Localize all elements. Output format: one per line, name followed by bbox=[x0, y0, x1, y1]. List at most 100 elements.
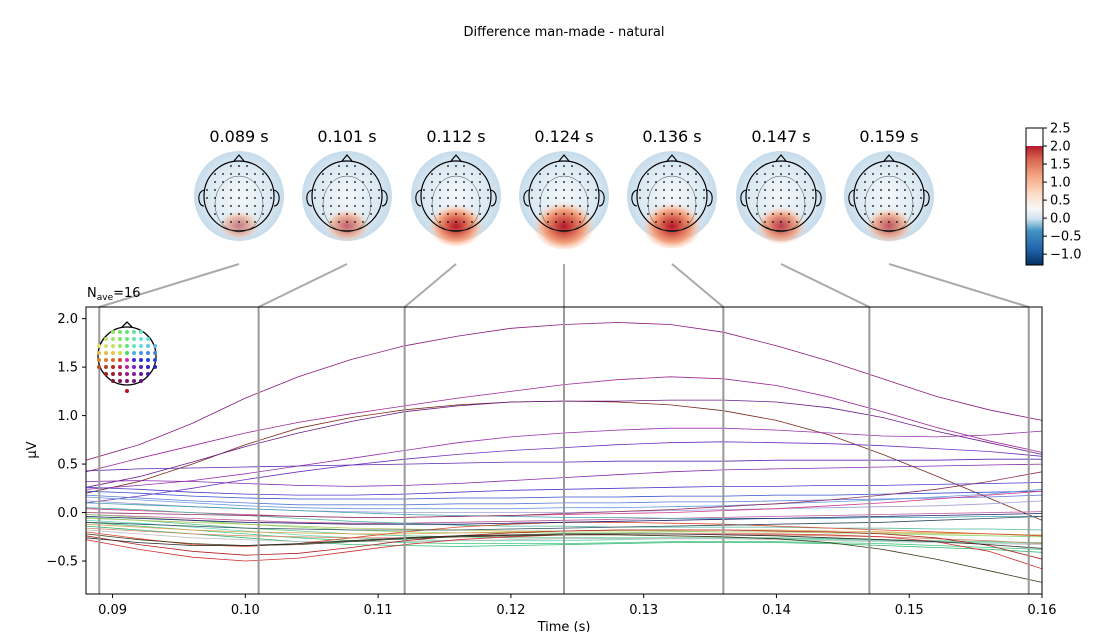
sensor-dot bbox=[679, 221, 681, 223]
sensor-dot bbox=[663, 213, 665, 215]
sensor-dot bbox=[788, 173, 790, 175]
sensor-dot bbox=[222, 189, 224, 191]
sensor-dot bbox=[330, 181, 332, 183]
sensor-dot bbox=[455, 221, 457, 223]
sensor-dot bbox=[896, 205, 898, 207]
sensor-dot bbox=[555, 213, 557, 215]
legend-sensor-dot bbox=[111, 365, 115, 369]
sensor-dot bbox=[254, 213, 256, 215]
sensor-dot bbox=[595, 189, 597, 191]
sensor-dot bbox=[463, 205, 465, 207]
legend-sensor-dot bbox=[146, 344, 150, 348]
sensor-dot bbox=[222, 181, 224, 183]
sensor-dot bbox=[780, 221, 782, 223]
sensor-dot bbox=[880, 213, 882, 215]
sensor-dot bbox=[214, 205, 216, 207]
sensor-dot bbox=[455, 213, 457, 215]
head-outline bbox=[203, 160, 275, 232]
sensor-dot bbox=[563, 181, 565, 183]
sensor-dot bbox=[888, 165, 890, 167]
x-axis: 0.09 0.10 0.11 0.12 0.13 0.14 0.15 0.16 bbox=[98, 594, 1056, 618]
sensor-dot bbox=[912, 197, 914, 199]
sensor-dot bbox=[655, 197, 657, 199]
sensor-dot bbox=[788, 213, 790, 215]
sensor-dot bbox=[896, 173, 898, 175]
connector-line bbox=[780, 263, 870, 308]
sensor-dot bbox=[695, 181, 697, 183]
sensor-dot bbox=[888, 221, 890, 223]
sensor-dot bbox=[463, 221, 465, 223]
sensor-dot bbox=[764, 197, 766, 199]
sensor-dot bbox=[880, 181, 882, 183]
sensor-dot bbox=[796, 213, 798, 215]
sensor-dot bbox=[563, 213, 565, 215]
legend-sensor-dot bbox=[153, 351, 157, 355]
sensor-dot bbox=[262, 213, 264, 215]
sensor-dot bbox=[322, 181, 324, 183]
sensor-dot bbox=[246, 165, 248, 167]
sensor-dot bbox=[479, 213, 481, 215]
sensor-dot bbox=[856, 189, 858, 191]
contour-line bbox=[864, 175, 914, 233]
sensor-dot bbox=[772, 213, 774, 215]
sensor-dot bbox=[471, 205, 473, 207]
sensor-dot bbox=[647, 173, 649, 175]
legend-sensor-dot bbox=[97, 344, 101, 348]
sensor-dot bbox=[856, 197, 858, 199]
sensor-dot bbox=[471, 213, 473, 215]
sensor-dot bbox=[555, 189, 557, 191]
sensor-dot bbox=[880, 221, 882, 223]
sensor-dot bbox=[587, 197, 589, 199]
sensor-dot bbox=[579, 205, 581, 207]
sensor-dot bbox=[314, 189, 316, 191]
sensor-dot bbox=[756, 173, 758, 175]
sensor-dot bbox=[463, 173, 465, 175]
sensor-dot bbox=[370, 173, 372, 175]
sensor-dot bbox=[463, 165, 465, 167]
sensor-layout-legend bbox=[97, 321, 157, 393]
sensor-dot bbox=[246, 205, 248, 207]
sensor-dot bbox=[378, 197, 380, 199]
legend-sensor-dot bbox=[118, 351, 122, 355]
sensor-dot bbox=[270, 189, 272, 191]
sensor-dot bbox=[254, 221, 256, 223]
x-tick-label: 0.10 bbox=[231, 603, 260, 618]
sensor-dot bbox=[655, 205, 657, 207]
sensor-dot bbox=[920, 197, 922, 199]
sensor-dot bbox=[206, 197, 208, 199]
sensor-dot bbox=[354, 213, 356, 215]
topomap-title: 0.124 s bbox=[534, 127, 593, 146]
topomap: 0.101 s bbox=[302, 127, 392, 241]
sensor-dot bbox=[455, 181, 457, 183]
legend-sensor-dot bbox=[104, 358, 108, 362]
x-tick-label: 0.14 bbox=[762, 603, 791, 618]
sensor-dot bbox=[679, 165, 681, 167]
sensor-dot bbox=[579, 197, 581, 199]
legend-sensor-dot bbox=[125, 330, 129, 334]
sensor-dot bbox=[796, 181, 798, 183]
head-outline bbox=[853, 160, 925, 232]
sensor-dot bbox=[864, 173, 866, 175]
sensor-dot bbox=[595, 197, 597, 199]
sensor-dot bbox=[362, 173, 364, 175]
sensor-dot bbox=[912, 189, 914, 191]
sensor-dot bbox=[579, 213, 581, 215]
sensor-dot bbox=[687, 213, 689, 215]
sensor-dot bbox=[330, 189, 332, 191]
sensor-dot bbox=[904, 173, 906, 175]
contour-line bbox=[539, 175, 589, 233]
sensor-dot bbox=[904, 221, 906, 223]
sensor-dot bbox=[322, 213, 324, 215]
sensor-dot bbox=[262, 173, 264, 175]
colorbar-scale bbox=[1025, 127, 1044, 266]
head-outline bbox=[528, 160, 600, 232]
legend-sensor-dot bbox=[104, 365, 108, 369]
sensor-dot bbox=[370, 213, 372, 215]
legend-sensor-dot bbox=[97, 358, 101, 362]
left-ear bbox=[198, 189, 205, 207]
x-tick-label: 0.12 bbox=[496, 603, 525, 618]
legend-sensor-dot bbox=[125, 358, 129, 362]
sensor-dot bbox=[812, 197, 814, 199]
topomap-title: 0.112 s bbox=[426, 127, 485, 146]
